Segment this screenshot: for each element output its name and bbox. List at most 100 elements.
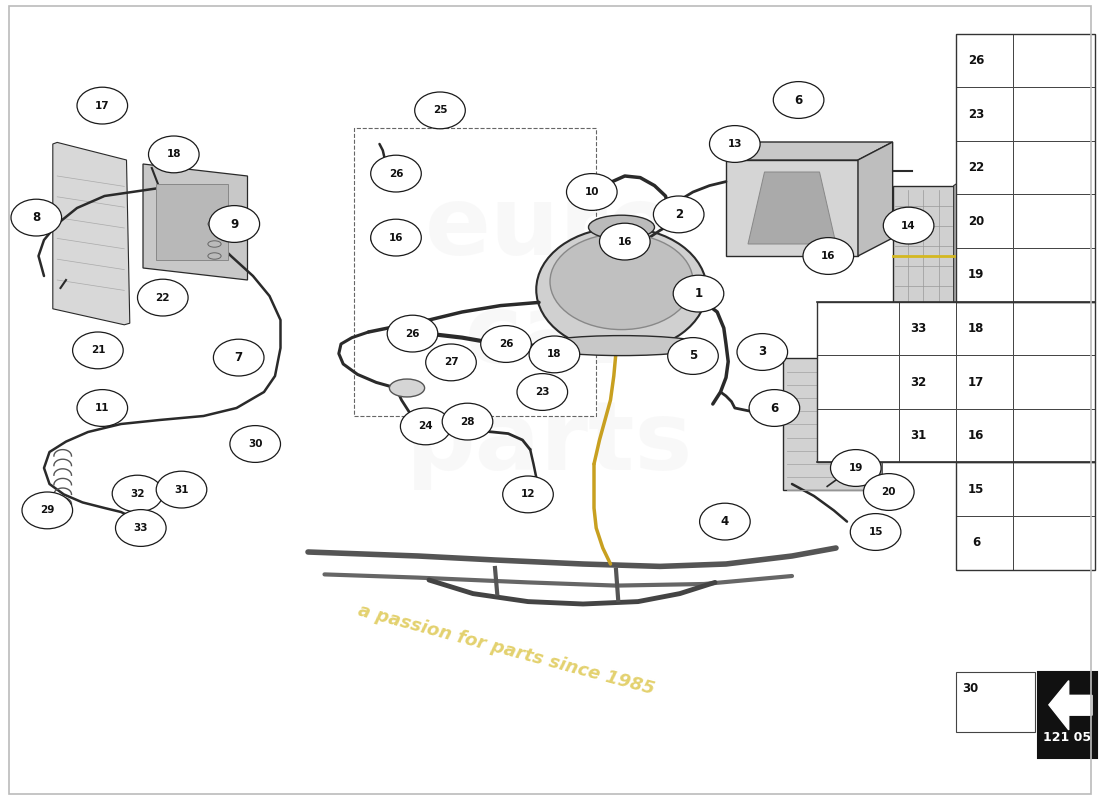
Text: 14: 14 <box>901 221 916 230</box>
Text: 3: 3 <box>758 346 767 358</box>
Text: 6: 6 <box>794 94 803 106</box>
Text: 2: 2 <box>674 208 683 221</box>
Polygon shape <box>858 142 893 256</box>
Circle shape <box>371 155 421 192</box>
Bar <box>354 128 596 416</box>
Circle shape <box>517 374 568 410</box>
Bar <box>899 355 956 409</box>
Circle shape <box>737 334 788 370</box>
Bar <box>899 302 956 355</box>
Circle shape <box>864 474 914 510</box>
Bar <box>1013 409 1094 462</box>
Text: 32: 32 <box>911 375 927 389</box>
Text: 26: 26 <box>498 339 514 349</box>
Circle shape <box>803 238 854 274</box>
Text: 10: 10 <box>584 187 600 197</box>
Circle shape <box>503 476 553 513</box>
Text: euro
car
parts: euro car parts <box>406 182 694 490</box>
Circle shape <box>883 207 934 244</box>
Circle shape <box>773 82 824 118</box>
Circle shape <box>112 475 163 512</box>
Text: 17: 17 <box>968 375 984 389</box>
Circle shape <box>73 332 123 369</box>
Ellipse shape <box>588 215 654 239</box>
Ellipse shape <box>828 444 848 464</box>
Circle shape <box>22 492 73 529</box>
Circle shape <box>209 206 260 242</box>
Circle shape <box>400 408 451 445</box>
Text: 11: 11 <box>95 403 110 413</box>
Text: 18: 18 <box>968 322 984 335</box>
Bar <box>1038 672 1097 758</box>
Text: 9: 9 <box>230 218 239 230</box>
Circle shape <box>700 503 750 540</box>
Circle shape <box>77 390 128 426</box>
Ellipse shape <box>376 163 416 184</box>
Text: 7: 7 <box>234 351 243 364</box>
Bar <box>1013 355 1094 409</box>
Circle shape <box>138 279 188 316</box>
Bar <box>956 409 1013 462</box>
Circle shape <box>371 219 421 256</box>
Bar <box>956 87 1013 141</box>
Text: 22: 22 <box>968 161 984 174</box>
Circle shape <box>850 514 901 550</box>
Text: 33: 33 <box>133 523 148 533</box>
Text: 20: 20 <box>968 214 984 228</box>
Circle shape <box>668 338 718 374</box>
Text: 6: 6 <box>770 402 779 414</box>
Text: 30: 30 <box>248 439 263 449</box>
Ellipse shape <box>578 186 600 201</box>
Text: 19: 19 <box>848 463 864 473</box>
Bar <box>1013 34 1094 87</box>
Bar <box>899 409 956 462</box>
Bar <box>956 516 1013 570</box>
Bar <box>956 34 1013 87</box>
Bar <box>956 248 1013 302</box>
Bar <box>1013 194 1094 248</box>
Polygon shape <box>1049 681 1092 730</box>
Ellipse shape <box>486 334 526 354</box>
Text: 28: 28 <box>460 417 475 426</box>
Text: 5: 5 <box>689 350 697 362</box>
Bar <box>956 462 1094 570</box>
Text: 4: 4 <box>720 515 729 528</box>
Polygon shape <box>866 349 882 490</box>
Circle shape <box>415 92 465 129</box>
Polygon shape <box>748 172 836 244</box>
Text: 12: 12 <box>520 490 536 499</box>
Bar <box>956 355 1013 409</box>
Circle shape <box>710 126 760 162</box>
Bar <box>893 186 954 326</box>
Text: 16: 16 <box>617 237 632 246</box>
Text: 16: 16 <box>388 233 404 242</box>
Text: 16: 16 <box>968 429 984 442</box>
Text: 18: 18 <box>166 150 182 159</box>
Text: 19: 19 <box>968 268 984 282</box>
Ellipse shape <box>393 324 432 345</box>
Bar <box>817 409 899 462</box>
Text: 20: 20 <box>881 487 896 497</box>
Polygon shape <box>53 142 130 325</box>
Bar <box>817 302 1094 462</box>
Text: 26: 26 <box>388 169 404 178</box>
Circle shape <box>481 326 531 362</box>
Ellipse shape <box>550 234 693 330</box>
Polygon shape <box>954 171 976 326</box>
Circle shape <box>426 344 476 381</box>
Text: a passion for parts since 1985: a passion for parts since 1985 <box>355 602 657 698</box>
Bar <box>817 355 899 409</box>
Text: 23: 23 <box>968 107 984 121</box>
Circle shape <box>442 403 493 440</box>
Circle shape <box>749 390 800 426</box>
Text: 17: 17 <box>95 101 110 110</box>
Circle shape <box>600 223 650 260</box>
Circle shape <box>387 315 438 352</box>
Text: 1: 1 <box>694 287 703 300</box>
Text: 15: 15 <box>968 482 984 496</box>
Circle shape <box>213 339 264 376</box>
Circle shape <box>148 136 199 173</box>
Bar <box>1013 248 1094 302</box>
Bar <box>956 141 1013 194</box>
Bar <box>783 358 866 490</box>
